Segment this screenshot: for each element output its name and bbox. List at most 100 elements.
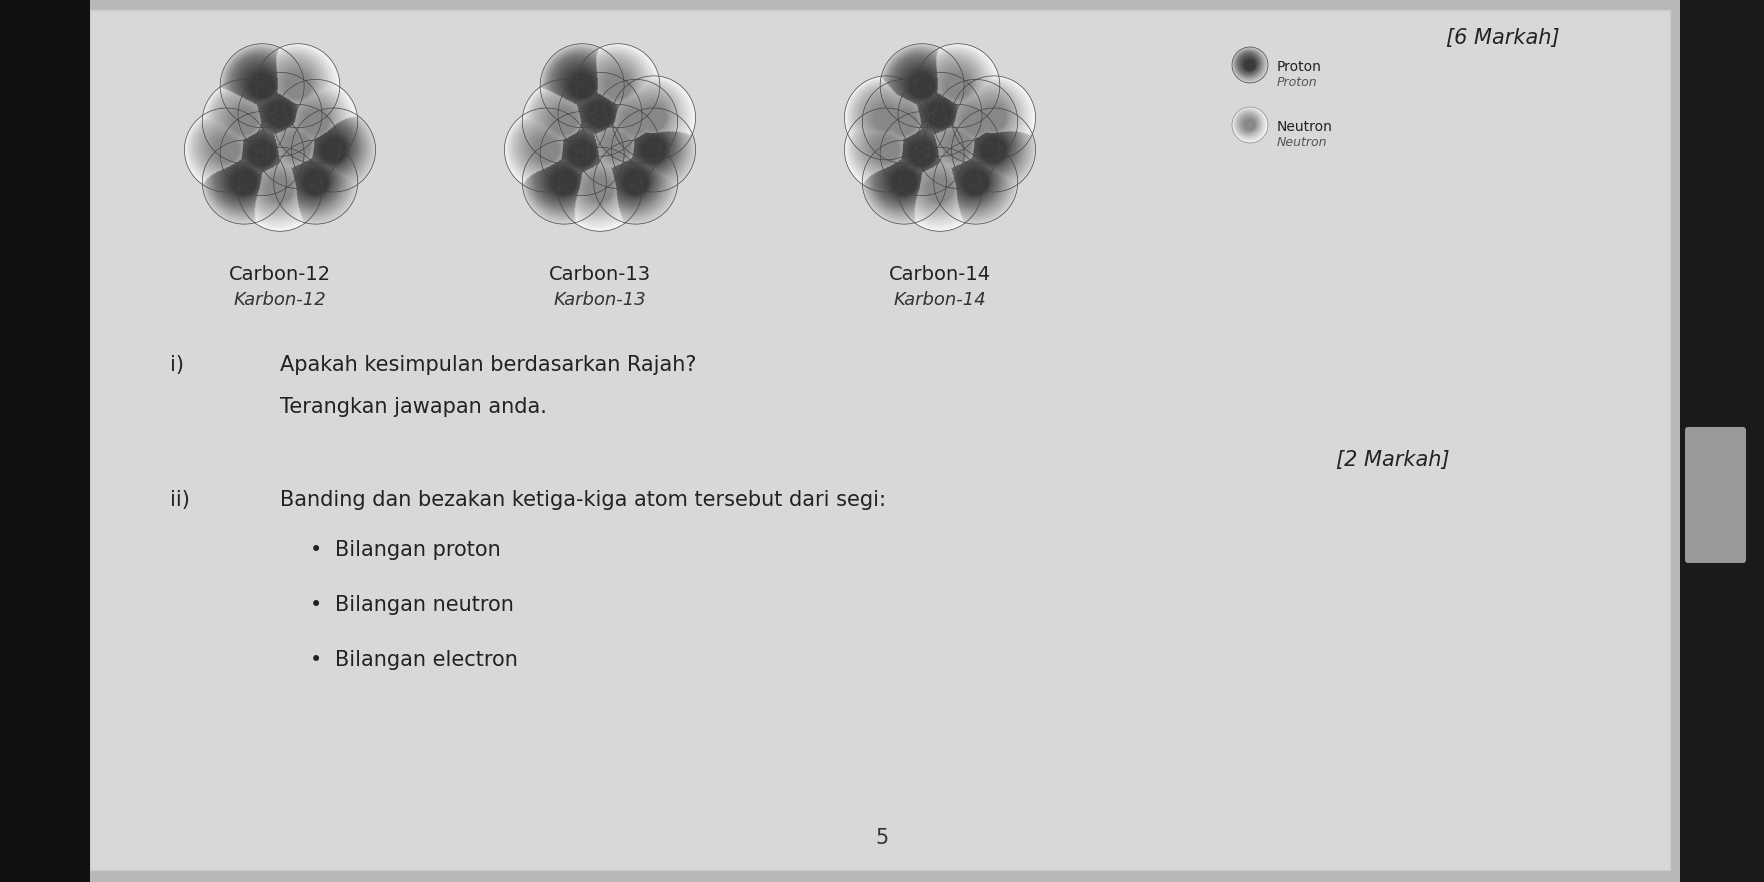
Ellipse shape [953, 99, 993, 139]
Text: Karbon-13: Karbon-13 [554, 291, 646, 309]
Ellipse shape [848, 79, 921, 152]
Ellipse shape [903, 78, 970, 145]
Ellipse shape [515, 120, 570, 174]
Ellipse shape [277, 65, 314, 102]
Ellipse shape [882, 99, 921, 139]
Ellipse shape [963, 169, 988, 195]
Ellipse shape [249, 84, 303, 138]
Ellipse shape [953, 77, 1034, 158]
Ellipse shape [533, 91, 587, 146]
Ellipse shape [917, 46, 995, 123]
Ellipse shape [272, 121, 318, 167]
Ellipse shape [254, 163, 300, 209]
Ellipse shape [908, 82, 965, 140]
Ellipse shape [547, 117, 612, 184]
Ellipse shape [561, 65, 598, 102]
Ellipse shape [612, 158, 654, 201]
Ellipse shape [229, 54, 288, 111]
Ellipse shape [871, 150, 930, 208]
Ellipse shape [261, 95, 295, 130]
Ellipse shape [880, 44, 963, 128]
Ellipse shape [891, 108, 916, 134]
Ellipse shape [529, 147, 593, 211]
Ellipse shape [296, 163, 332, 198]
Ellipse shape [946, 91, 998, 146]
Ellipse shape [946, 93, 998, 144]
Ellipse shape [549, 120, 609, 181]
Ellipse shape [519, 123, 568, 171]
Ellipse shape [863, 126, 905, 168]
Ellipse shape [953, 109, 1030, 188]
Ellipse shape [1238, 53, 1258, 74]
Ellipse shape [940, 147, 1004, 211]
Ellipse shape [261, 110, 328, 177]
Ellipse shape [861, 124, 907, 170]
Ellipse shape [923, 51, 986, 115]
Ellipse shape [208, 146, 275, 213]
Ellipse shape [542, 114, 619, 191]
Ellipse shape [880, 158, 923, 201]
Ellipse shape [249, 141, 275, 166]
Ellipse shape [882, 115, 958, 190]
Ellipse shape [233, 56, 284, 108]
Ellipse shape [591, 121, 637, 167]
Ellipse shape [268, 176, 293, 202]
Text: Proton: Proton [1277, 76, 1318, 89]
Ellipse shape [868, 86, 935, 152]
Ellipse shape [212, 150, 270, 208]
Ellipse shape [243, 78, 310, 145]
Ellipse shape [293, 99, 333, 139]
Ellipse shape [591, 119, 639, 168]
Text: 5: 5 [875, 828, 887, 848]
Ellipse shape [575, 165, 619, 208]
Ellipse shape [979, 135, 1007, 163]
Ellipse shape [295, 161, 332, 198]
Ellipse shape [572, 161, 623, 212]
Ellipse shape [220, 45, 302, 125]
Ellipse shape [898, 73, 979, 154]
Ellipse shape [937, 144, 1009, 216]
Ellipse shape [229, 107, 258, 135]
Ellipse shape [206, 144, 279, 216]
Ellipse shape [238, 62, 280, 104]
Ellipse shape [594, 141, 676, 222]
Ellipse shape [243, 153, 312, 221]
Ellipse shape [296, 113, 365, 183]
Ellipse shape [505, 108, 586, 190]
Ellipse shape [291, 97, 335, 140]
Ellipse shape [259, 48, 332, 120]
Ellipse shape [203, 141, 284, 222]
Ellipse shape [242, 65, 279, 102]
Ellipse shape [1244, 120, 1254, 131]
Ellipse shape [864, 143, 940, 218]
Text: Apakah kesimpulan berdasarkan Rajah?: Apakah kesimpulan berdasarkan Rajah? [280, 355, 697, 375]
Ellipse shape [884, 49, 954, 118]
Bar [1679, 0, 1764, 882]
Ellipse shape [533, 90, 589, 147]
Ellipse shape [617, 163, 651, 198]
Ellipse shape [247, 156, 307, 216]
Ellipse shape [612, 97, 654, 140]
Ellipse shape [552, 56, 605, 108]
Ellipse shape [921, 110, 988, 177]
Ellipse shape [277, 82, 351, 157]
Ellipse shape [268, 116, 321, 170]
Ellipse shape [886, 163, 919, 198]
Ellipse shape [300, 116, 360, 177]
Ellipse shape [852, 116, 914, 177]
Ellipse shape [261, 170, 295, 205]
Ellipse shape [270, 119, 319, 168]
Ellipse shape [873, 138, 898, 162]
Ellipse shape [623, 120, 677, 174]
Ellipse shape [206, 85, 277, 153]
Ellipse shape [947, 154, 997, 204]
Ellipse shape [522, 80, 603, 161]
Ellipse shape [561, 151, 633, 223]
Ellipse shape [552, 124, 605, 176]
Ellipse shape [1240, 116, 1256, 132]
Ellipse shape [894, 58, 944, 107]
Ellipse shape [213, 91, 268, 146]
Ellipse shape [201, 124, 247, 170]
Ellipse shape [302, 118, 360, 176]
Ellipse shape [564, 69, 596, 101]
